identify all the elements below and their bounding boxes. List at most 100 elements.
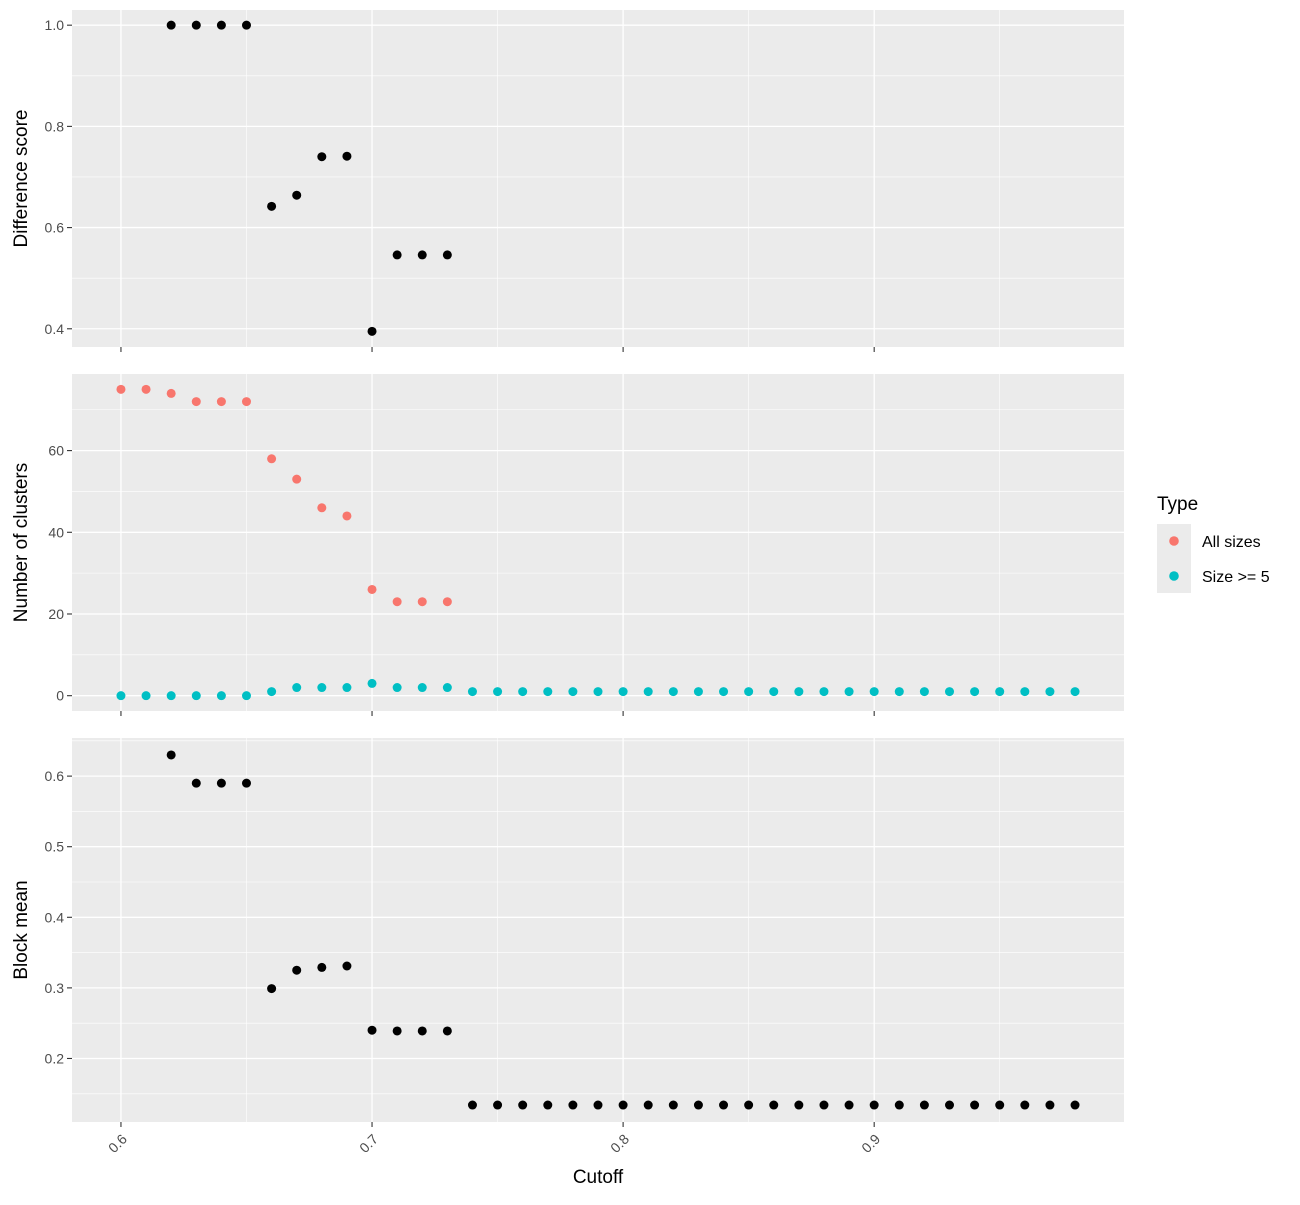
data-point	[392, 683, 402, 693]
data-point	[493, 1100, 503, 1110]
data-point	[317, 962, 327, 972]
data-point	[116, 384, 126, 394]
y-tick-label: 1.0	[45, 17, 65, 33]
panel-background	[72, 738, 1124, 1122]
data-point	[970, 687, 980, 697]
y-tick-label: 0.5	[45, 839, 65, 855]
data-point	[241, 691, 251, 701]
data-point	[1020, 1100, 1030, 1110]
data-point	[467, 687, 477, 697]
data-point	[417, 250, 427, 260]
data-point	[1070, 1100, 1080, 1110]
data-point	[166, 750, 176, 760]
data-point	[769, 687, 779, 697]
data-point	[141, 384, 151, 394]
data-point	[267, 687, 277, 697]
y-tick-label: 0.4	[45, 321, 65, 337]
x-tick-label: 0.6	[105, 1131, 130, 1156]
data-point	[241, 20, 251, 30]
data-point	[166, 20, 176, 30]
data-point	[317, 503, 327, 513]
data-point	[342, 961, 352, 971]
data-point	[593, 1100, 603, 1110]
data-point	[392, 250, 402, 260]
data-point	[166, 388, 176, 398]
data-point	[292, 190, 302, 200]
y-tick-label: 40	[48, 524, 64, 540]
legend-label-all-sizes: All sizes	[1202, 534, 1261, 551]
data-point	[869, 1100, 879, 1110]
x-tick-label: 0.7	[356, 1131, 381, 1156]
y-tick-label: 0.8	[45, 118, 65, 134]
data-point	[216, 20, 226, 30]
legend: Type All sizes Size >= 5	[1157, 494, 1270, 593]
data-point	[744, 1100, 754, 1110]
data-point	[643, 1100, 653, 1110]
data-point	[819, 687, 829, 697]
data-point	[844, 1100, 854, 1110]
data-point	[618, 687, 628, 697]
panel-top: 0.4 0.6 0.8 1.0 Difference score	[11, 10, 1124, 352]
data-point	[919, 1100, 929, 1110]
data-point	[1020, 687, 1030, 697]
data-point	[744, 687, 754, 697]
legend-key-all-sizes	[1169, 536, 1179, 546]
data-point	[593, 687, 603, 697]
data-point	[467, 1100, 477, 1110]
data-point	[342, 683, 352, 693]
data-point	[518, 687, 528, 697]
data-point	[945, 1100, 955, 1110]
data-point	[267, 201, 277, 211]
data-point	[844, 687, 854, 697]
data-point	[367, 678, 377, 688]
data-point	[342, 511, 352, 521]
data-point	[568, 687, 578, 697]
data-point	[919, 687, 929, 697]
data-point	[216, 397, 226, 407]
y-axis-title: Block mean	[11, 880, 32, 979]
panel-bottom: 0.2 0.3 0.4 0.5 0.6 0.6 0.7 0.8 0.9 Block mean Cut…	[11, 738, 1124, 1188]
data-point	[317, 683, 327, 693]
y-tick-label: 60	[48, 443, 64, 459]
legend-label-size-5: Size >= 5	[1202, 569, 1270, 586]
data-point	[141, 691, 151, 701]
y-tick-label: 0.2	[45, 1050, 65, 1066]
data-point	[668, 1100, 678, 1110]
data-point	[869, 687, 879, 697]
y-tick-label: 0.3	[45, 980, 65, 996]
data-point	[241, 778, 251, 788]
data-point	[719, 1100, 729, 1110]
data-point	[292, 474, 302, 484]
data-point	[292, 683, 302, 693]
data-point	[543, 1100, 553, 1110]
data-point	[292, 965, 302, 975]
data-point	[493, 687, 503, 697]
data-point	[367, 1025, 377, 1035]
data-point	[894, 687, 904, 697]
data-point	[191, 778, 201, 788]
data-point	[442, 597, 452, 607]
data-point	[417, 1026, 427, 1036]
data-point	[693, 1100, 703, 1110]
panel-background	[72, 374, 1124, 711]
data-point	[116, 691, 126, 701]
data-point	[719, 687, 729, 697]
data-point	[216, 691, 226, 701]
data-point	[794, 1100, 804, 1110]
data-point	[769, 1100, 779, 1110]
data-point	[995, 687, 1005, 697]
data-point	[191, 397, 201, 407]
data-point	[819, 1100, 829, 1110]
data-point	[417, 597, 427, 607]
x-tick-label: 0.9	[858, 1131, 883, 1156]
legend-title: Type	[1157, 494, 1198, 515]
data-point	[442, 250, 452, 260]
data-point	[241, 397, 251, 407]
data-point	[442, 1026, 452, 1036]
x-axis-title: Cutoff	[573, 1167, 624, 1188]
data-point	[267, 984, 277, 994]
data-point	[643, 687, 653, 697]
data-point	[191, 691, 201, 701]
